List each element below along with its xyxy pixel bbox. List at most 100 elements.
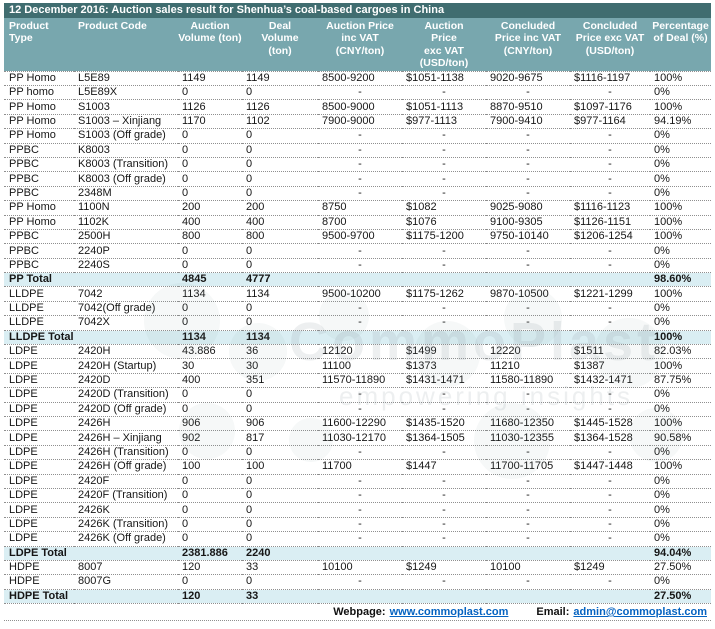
cell-deal-volume: 4777 (242, 272, 318, 288)
cell-product-type: PP Homo (4, 99, 74, 115)
cell-concluded-price-exc-vat: - (570, 171, 650, 187)
cell-percentage-of-deal: 0% (650, 488, 711, 504)
cell-percentage-of-deal: 100% (650, 229, 711, 245)
cell-percentage-of-deal: 100% (650, 71, 711, 87)
cell-concluded-price-exc-vat: - (570, 502, 650, 518)
table-row: LDPE 2426H (Off grade) 100 100 11700 $1447 117… (4, 459, 711, 475)
cell-product-type: LDPE (4, 344, 74, 360)
cell-percentage-of-deal: 100% (650, 200, 711, 216)
cell-deal-volume: 1126 (242, 99, 318, 115)
cell-concluded-price-exc-vat: - (570, 301, 650, 317)
cell-auction-price-exc-vat: - (402, 128, 486, 144)
cell-concluded-price-exc-vat: $1126-1151 (570, 215, 650, 230)
cell-auction-price-exc-vat: - (402, 85, 486, 101)
cell-concluded-price-exc-vat (570, 546, 650, 561)
table-row: LDPE 2426K 0 0- - - -0% (4, 502, 711, 518)
cell-product-code: 2420D (Off grade) (74, 402, 178, 418)
cell-auction-price-exc-vat: - (402, 157, 486, 173)
cell-product-type: PP Homo (4, 215, 74, 230)
cell-product-code: L5E89X (74, 85, 178, 101)
cell-product-code: 2240P (74, 243, 178, 259)
cell-concluded-price-exc-vat: $1249 (570, 560, 650, 576)
cell-auction-volume: 120 (178, 589, 242, 605)
cell-product-code: 2420H (Startup) (74, 358, 178, 374)
cell-product-type: LDPE (4, 531, 74, 547)
cell-percentage-of-deal: 0% (650, 143, 711, 158)
cell-concluded-price-exc-vat: - (570, 85, 650, 101)
cell-percentage-of-deal: 0% (650, 243, 711, 259)
table-row: PPBC K8003 (Transition) 0 0- - - -0% (4, 157, 711, 173)
cell-auction-volume: 0 (178, 157, 242, 173)
cell-auction-price-exc-vat: - (402, 531, 486, 547)
table-row: LLDPE 7042 1134 1134 9500-10200 $1175-1262 987… (4, 286, 711, 302)
cell-concluded-price-inc-vat (486, 330, 570, 346)
cell-deal-volume: 0 (242, 128, 318, 144)
table-header-row: Product Type Product Code Auction Volume (… (4, 18, 711, 72)
cell-auction-price-inc-vat (318, 330, 402, 346)
cell-product-code: 2420F (Transition) (74, 488, 178, 504)
table-row: PPBC 2240P 0 0- - - -0% (4, 243, 711, 259)
cell-product-code: 2420H (74, 344, 178, 360)
cell-concluded-price-inc-vat: - (486, 474, 570, 489)
cell-auction-volume: 800 (178, 229, 242, 245)
cell-percentage-of-deal: 0% (650, 128, 711, 144)
cell-auction-price-inc-vat: - (318, 574, 402, 590)
cell-deal-volume: 33 (242, 589, 318, 605)
cell-auction-price-exc-vat: - (402, 502, 486, 518)
cell-auction-price-inc-vat: - (318, 502, 402, 518)
cell-auction-price-inc-vat: - (318, 315, 402, 331)
webpage-label: Webpage: (333, 606, 386, 619)
cell-product-code: 1102K (74, 215, 178, 230)
cell-auction-volume: 0 (178, 186, 242, 202)
cell-product-code (74, 546, 178, 561)
cell-percentage-of-deal: 0% (650, 171, 711, 187)
cell-product-code: 2426K (Transition) (74, 517, 178, 533)
cell-concluded-price-exc-vat: - (570, 243, 650, 259)
cell-percentage-of-deal: 100% (650, 459, 711, 475)
cell-percentage-of-deal: 27.50% (650, 589, 711, 605)
cell-auction-price-inc-vat: 8500-9000 (318, 99, 402, 115)
cell-percentage-of-deal: 0% (650, 315, 711, 331)
cell-concluded-price-inc-vat: - (486, 301, 570, 317)
table-row: LDPE 2426H 906 906 11600-12290 $1435-1520 1168… (4, 416, 711, 432)
email-link[interactable]: admin@commoplast.com (573, 606, 707, 619)
cell-product-code: 2420D (74, 373, 178, 389)
cell-auction-price-inc-vat (318, 589, 402, 605)
cell-percentage-of-deal: 90.58% (650, 430, 711, 446)
cell-product-code: 8007 (74, 560, 178, 576)
cell-deal-volume: 0 (242, 502, 318, 518)
total-row: LDPE Total 2381.886 2240 94.04% (4, 546, 711, 561)
table-row: LLDPE 7042X 0 0- - - -0% (4, 315, 711, 331)
cell-auction-price-exc-vat: - (402, 143, 486, 158)
cell-auction-volume: 0 (178, 402, 242, 418)
cell-auction-price-inc-vat (318, 546, 402, 561)
table-row: LDPE 2420F 0 0- - - -0% (4, 474, 711, 489)
cell-auction-price-inc-vat: - (318, 531, 402, 547)
cell-percentage-of-deal: 0% (650, 574, 711, 590)
cell-concluded-price-exc-vat: - (570, 488, 650, 504)
cell-percentage-of-deal: 0% (650, 157, 711, 173)
cell-auction-price-inc-vat: - (318, 301, 402, 317)
cell-auction-volume: 200 (178, 200, 242, 216)
cell-concluded-price-inc-vat: - (486, 143, 570, 158)
cell-auction-price-exc-vat: $1051-1113 (402, 99, 486, 115)
cell-product-type: LDPE Total (4, 546, 74, 561)
webpage-link[interactable]: www.commoplast.com (389, 606, 509, 619)
cell-auction-volume: 906 (178, 416, 242, 432)
cell-concluded-price-inc-vat: 7900-9410 (486, 114, 570, 130)
table-row: LDPE 2420D (Transition) 0 0- - - -0% (4, 387, 711, 403)
cell-auction-price-inc-vat: 12120 (318, 344, 402, 360)
cell-auction-price-inc-vat: 11600-12290 (318, 416, 402, 432)
cell-auction-price-exc-vat: $1175-1200 (402, 229, 486, 245)
cell-percentage-of-deal: 98.60% (650, 272, 711, 288)
cell-product-code: K8003 (74, 143, 178, 158)
table-row: PPBC 2500H 800 800 9500-9700 $1175-1200 9750-1… (4, 229, 711, 245)
cell-auction-price-inc-vat: - (318, 85, 402, 101)
column-header-percentage-of-deal: Percentage of Deal (%) (650, 18, 711, 72)
cell-product-code: 2420F (74, 474, 178, 489)
cell-deal-volume: 351 (242, 373, 318, 389)
cell-auction-price-exc-vat: $1082 (402, 200, 486, 216)
cell-deal-volume: 800 (242, 229, 318, 245)
cell-product-code: 2426K (74, 502, 178, 518)
cell-concluded-price-inc-vat: - (486, 85, 570, 101)
